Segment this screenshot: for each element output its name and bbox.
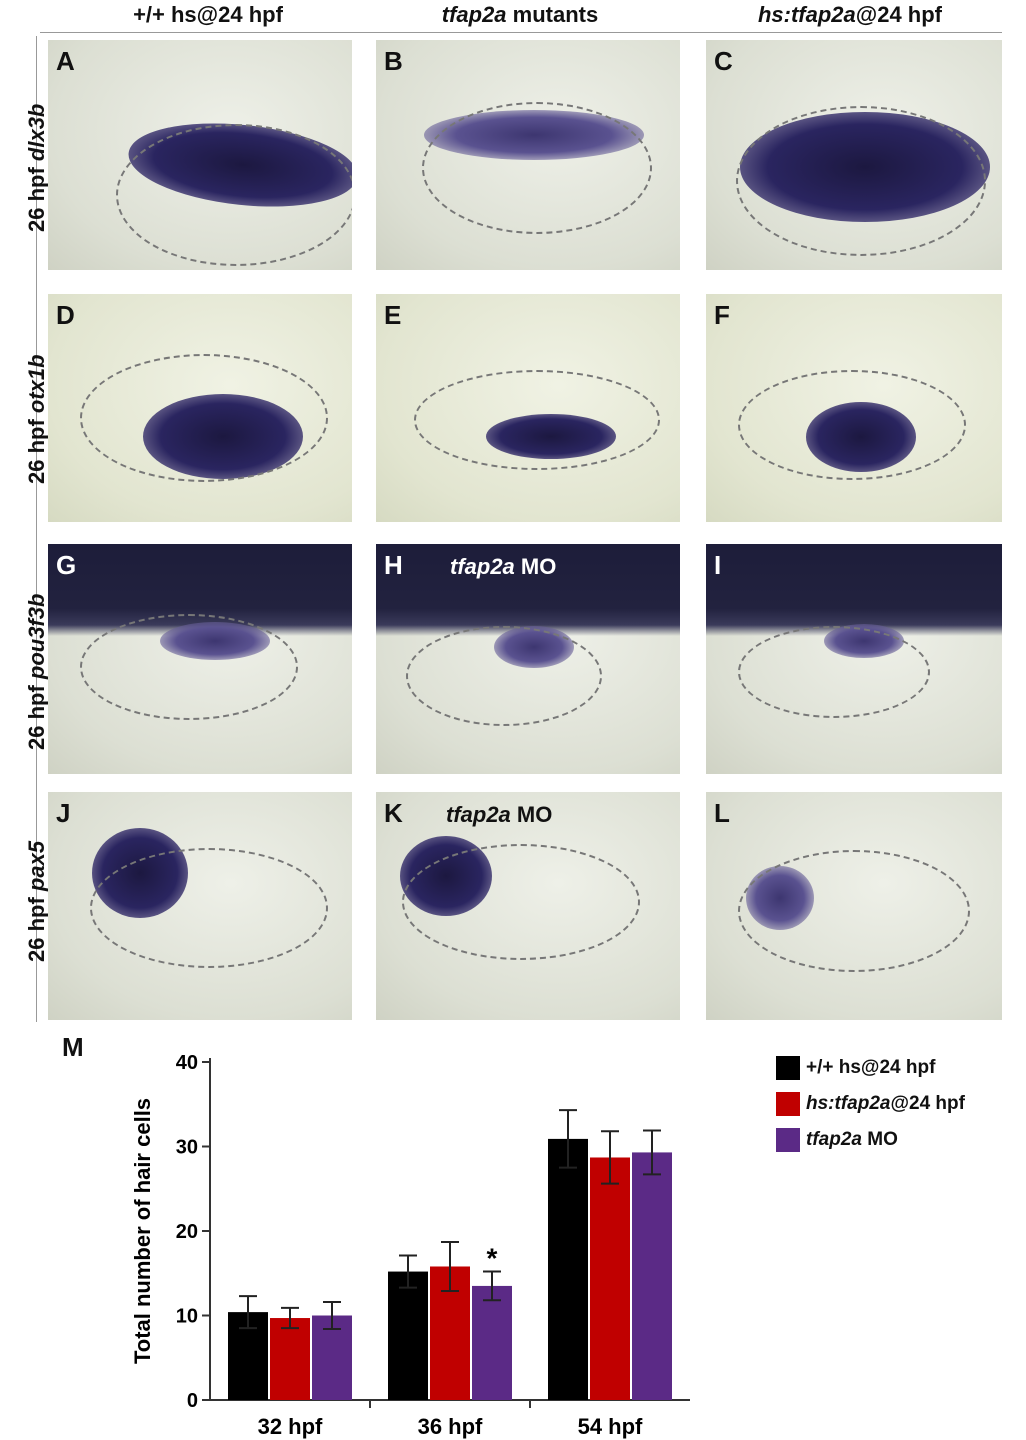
column-header-wildtype: +/+ hs@24 hpf <box>88 2 328 28</box>
bar <box>270 1318 310 1400</box>
panel-note-gene: tfap2a <box>446 802 511 827</box>
otic-vesicle-outline <box>402 844 640 960</box>
column-header-mutants: tfap2a mutants <box>400 2 640 28</box>
panel-d: D <box>48 294 352 522</box>
legend-label: +/+ hs@24 hpf <box>806 1057 935 1079</box>
otic-vesicle-outline <box>80 354 328 482</box>
row-label-pax5: 26 hpf pax5 <box>24 841 50 962</box>
column-header-heatshock: hs:tfap2a@24 hpf <box>720 2 980 28</box>
otic-vesicle-outline <box>422 102 652 234</box>
panel-letter: D <box>56 300 75 330</box>
row-label-dlx3b: 26 hpf dlx3b <box>24 104 50 232</box>
row-label-prefix: 26 hpf <box>24 891 49 962</box>
panel-letter: G <box>56 550 77 580</box>
otic-vesicle-outline <box>738 370 966 480</box>
otic-vesicle-outline <box>406 626 602 726</box>
column-header-gene: tfap2a <box>441 2 507 27</box>
x-tick-label: 54 hpf <box>578 1414 643 1439</box>
panel-k: K tfap2a MO <box>376 792 680 1020</box>
row-label-pou3f3b: 26 hpf pou3f3b <box>24 594 50 750</box>
y-tick-label: 0 <box>187 1390 198 1412</box>
y-axis-label: Total number of hair cells <box>130 1098 155 1364</box>
panel-letter: I <box>714 550 722 580</box>
legend-label: tfap2a MO <box>806 1129 898 1151</box>
panel-g: G <box>48 544 352 774</box>
legend-item: +/+ hs@24 hpf <box>776 1050 965 1086</box>
legend-label-gene: tfap2a <box>806 1129 862 1150</box>
x-tick-label: 36 hpf <box>418 1414 483 1439</box>
panel-letter: J <box>56 798 71 828</box>
dark-tissue <box>376 544 680 636</box>
legend-label-text: @24 hpf <box>890 1093 965 1114</box>
legend-item: hs:tfap2a@24 hpf <box>776 1086 965 1122</box>
otic-vesicle-outline <box>116 124 352 266</box>
panel-b: B <box>376 40 680 270</box>
row-label-gene: dlx3b <box>24 103 49 162</box>
row-label-gene: otx1b <box>24 354 49 414</box>
panel-a: A <box>48 40 352 270</box>
row-label-prefix: 26 hpf <box>24 679 49 750</box>
legend-swatch <box>776 1056 800 1080</box>
y-tick-label: 10 <box>176 1306 198 1328</box>
panel-l: L <box>706 792 1002 1020</box>
x-tick-label: 32 hpf <box>258 1414 323 1439</box>
panel-j: J <box>48 792 352 1020</box>
bar <box>472 1285 512 1400</box>
bar <box>632 1152 672 1400</box>
chart-legend: +/+ hs@24 hpf hs:tfap2a@24 hpf tfap2a MO <box>776 1050 965 1158</box>
panel-c: C <box>706 40 1002 270</box>
panel-letter: K <box>384 798 403 828</box>
row-label-gene: pou3f3b <box>24 593 49 680</box>
column-header-text: mutants <box>506 2 599 27</box>
significance-marker: * <box>487 1243 498 1274</box>
panel-letter: B <box>384 46 403 76</box>
otic-vesicle-outline <box>80 614 298 720</box>
otic-vesicle-outline <box>414 370 660 470</box>
panel-note: tfap2a MO <box>446 802 552 828</box>
row-label-prefix: 26 hpf <box>24 413 49 484</box>
legend-swatch <box>776 1128 800 1152</box>
y-tick-label: 40 <box>176 1052 198 1074</box>
dark-tissue <box>706 544 1002 636</box>
panel-f: F <box>706 294 1002 522</box>
legend-label-gene: hs:tfap2a <box>806 1093 891 1114</box>
legend-swatch <box>776 1092 800 1116</box>
column-header-text: @24 hpf <box>855 2 943 27</box>
legend-label-text: +/+ hs@24 hpf <box>806 1057 936 1078</box>
panel-letter: E <box>384 300 402 330</box>
otic-vesicle-outline <box>738 850 970 972</box>
chart-panel-letter: M <box>62 1032 84 1062</box>
hair-cell-bar-chart: 0 10 20 30 40 Total number of hair cells 32 hp… <box>130 1052 690 1439</box>
y-tick-label: 30 <box>176 1137 198 1159</box>
panel-note-gene: tfap2a <box>450 554 515 579</box>
otic-vesicle-outline <box>90 848 328 968</box>
panel-letter: H <box>384 550 403 580</box>
legend-item: tfap2a MO <box>776 1122 965 1158</box>
row-label-gene: pax5 <box>24 840 49 892</box>
panel-letter: F <box>714 300 730 330</box>
otic-vesicle-outline <box>738 626 930 718</box>
panel-e: E <box>376 294 680 522</box>
column-header-text: +/+ hs@24 hpf <box>133 2 283 27</box>
bar <box>590 1157 630 1400</box>
otic-vesicle-outline <box>736 106 986 256</box>
panel-letter: C <box>714 46 733 76</box>
panel-i: I <box>706 544 1002 774</box>
header-rule <box>40 32 1002 33</box>
legend-label: hs:tfap2a@24 hpf <box>806 1093 965 1115</box>
bar <box>548 1138 588 1400</box>
bar <box>388 1271 428 1400</box>
row-label-otx1b: 26 hpf otx1b <box>24 354 50 484</box>
panel-letter: L <box>714 798 730 828</box>
panel-note: tfap2a MO <box>450 554 556 580</box>
legend-label-text: MO <box>861 1129 898 1150</box>
panel-note-text: MO <box>514 554 557 579</box>
panel-letter: A <box>56 46 75 76</box>
panel-note-text: MO <box>510 802 553 827</box>
y-tick-label: 20 <box>176 1221 198 1243</box>
panel-h: H tfap2a MO <box>376 544 680 774</box>
column-header-gene: hs:tfap2a <box>757 2 856 27</box>
left-rule <box>36 36 37 1022</box>
row-label-prefix: 26 hpf <box>24 161 49 232</box>
